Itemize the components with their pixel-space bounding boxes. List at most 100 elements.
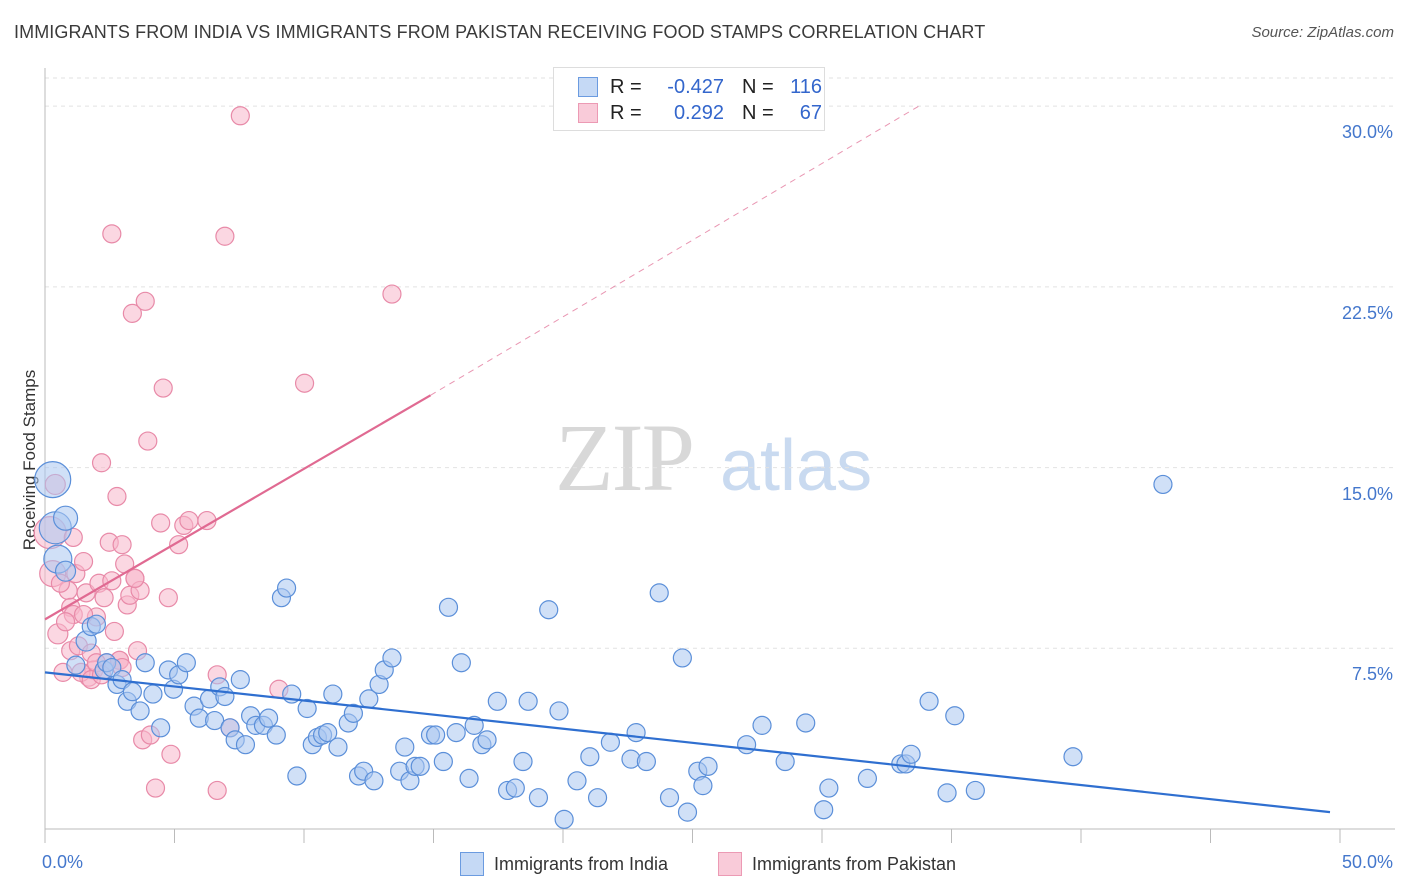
india-point [382, 648, 402, 668]
india-point [459, 768, 479, 789]
india-point [919, 691, 939, 711]
pakistan-trend-extension [430, 105, 920, 396]
pakistan-point [294, 373, 315, 393]
pakistan-point [151, 513, 171, 533]
india-legend-swatch [460, 852, 484, 876]
india-point [86, 614, 107, 634]
india-point [205, 710, 225, 731]
india-point [649, 583, 669, 603]
pakistan-legend-swatch [718, 852, 742, 876]
india-point [567, 771, 587, 791]
india-point [796, 713, 816, 733]
india-swatch [578, 77, 598, 97]
india-point [580, 747, 600, 767]
india-point [626, 723, 646, 743]
chart-title: IMMIGRANTS FROM INDIA VS IMMIGRANTS FROM… [14, 22, 986, 42]
india-point [364, 771, 384, 791]
y-tick-label: 15.0% [1341, 483, 1393, 504]
pakistan-point [230, 106, 250, 126]
source-label: Source: ZipAtlas.com [1251, 24, 1394, 41]
pakistan-point [91, 453, 112, 473]
india-r-label: R = [610, 75, 642, 98]
y-tick-label: 7.5% [1351, 664, 1393, 685]
india-point [672, 648, 692, 668]
pakistan-r-value: 0.292 [673, 101, 724, 124]
pakistan-r-label: R = [610, 101, 642, 124]
pakistan-point [138, 431, 158, 451]
india-point [819, 778, 839, 798]
pakistan-point [158, 588, 178, 608]
pakistan-point [135, 291, 155, 311]
watermark-atlas: atlas [720, 426, 872, 506]
india-point [66, 655, 86, 675]
india-r-value: -0.427 [667, 75, 724, 98]
india-point [438, 597, 459, 617]
india-point [1063, 747, 1083, 767]
india-point [34, 461, 72, 499]
india-point [659, 788, 680, 808]
india-point [235, 735, 256, 755]
india-point [143, 684, 163, 704]
india-point [276, 578, 297, 598]
india-point [965, 780, 985, 801]
pakistan-point [73, 551, 94, 572]
india-point [323, 684, 343, 704]
pakistan-point [179, 510, 199, 531]
india-point [297, 698, 317, 719]
india-point [328, 737, 348, 757]
india-point [901, 744, 921, 764]
india-point [937, 783, 957, 803]
india-point [258, 708, 279, 728]
legend-row-pakistan: R = 0.292 N = 67 [578, 101, 822, 125]
india-point [230, 670, 250, 690]
india-point [477, 730, 497, 750]
pakistan-point [112, 535, 132, 555]
pakistan-trend-line [44, 394, 432, 621]
india-point [587, 788, 608, 808]
pakistan-point [107, 486, 127, 507]
india-point [395, 737, 415, 757]
india-point [775, 751, 795, 772]
india-point [122, 682, 142, 702]
india-n-label: N = [742, 75, 774, 98]
india-point [343, 703, 363, 723]
india-point [752, 715, 772, 735]
correlation-legend: R = -0.427 N = 116 R = 0.292 N = 67 [553, 67, 825, 131]
india-point [737, 735, 757, 755]
india-point [636, 751, 656, 772]
india-point [549, 701, 569, 721]
india-point [130, 701, 150, 721]
india-point [266, 725, 286, 745]
india-point [451, 653, 471, 673]
india-point [698, 756, 718, 776]
pakistan-point [55, 612, 76, 632]
pakistan-point [215, 226, 235, 246]
india-point [528, 788, 549, 808]
y-tick-label: 22.5% [1341, 302, 1393, 323]
india-trend-line [44, 671, 1331, 814]
india-point [52, 505, 79, 531]
india-point [151, 718, 171, 738]
india-point [135, 653, 155, 673]
pakistan-point [207, 780, 227, 801]
pakistan-legend-label: Immigrants from Pakistan [752, 853, 957, 874]
pakistan-point [125, 568, 145, 589]
india-point [513, 751, 533, 772]
india-point [426, 725, 446, 745]
india-point [693, 776, 713, 796]
pakistan-point [94, 588, 114, 608]
india-point [505, 778, 525, 798]
y-tick-label: 30.0% [1341, 122, 1393, 143]
pakistan-point [145, 778, 166, 798]
x-tick-max: 50.0% [1341, 852, 1393, 872]
pakistan-swatch [578, 103, 598, 123]
pakistan-point [382, 284, 402, 304]
india-point [287, 766, 307, 786]
india-point [464, 715, 484, 735]
india-point [539, 600, 559, 620]
india-n-value: 116 [790, 75, 822, 98]
india-point [518, 691, 538, 711]
india-point [554, 809, 574, 829]
india-point [318, 723, 338, 743]
